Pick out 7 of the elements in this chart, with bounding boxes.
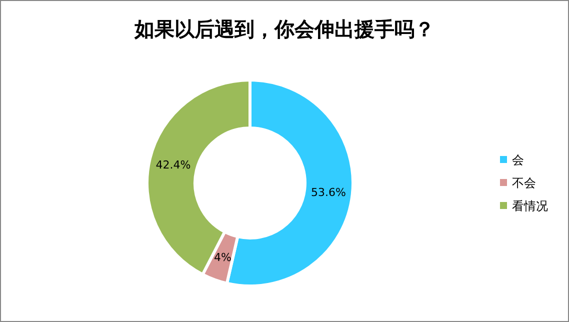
chart-title: 如果以后遇到，你会伸出援手吗？ (134, 17, 434, 41)
legend-label: 会 (512, 153, 524, 167)
legend-label: 看情况 (512, 199, 548, 213)
legend-label: 不会 (512, 176, 536, 190)
data-label: 42.4% (156, 158, 191, 172)
data-label: 4% (214, 251, 232, 264)
data-label: 53.6% (311, 186, 346, 199)
